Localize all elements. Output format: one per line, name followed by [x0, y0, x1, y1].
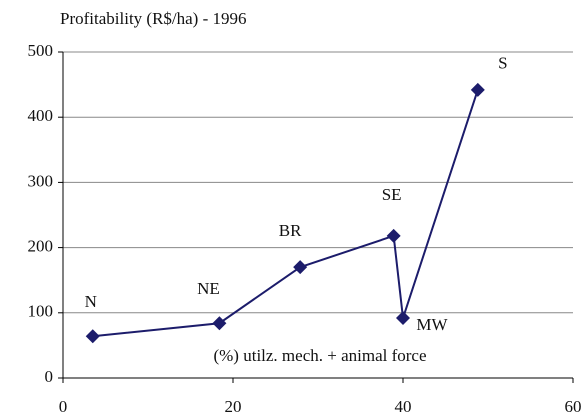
point-label: S — [498, 54, 507, 73]
chart-title: Profitability (R$/ha) - 1996 — [60, 9, 247, 28]
marker — [212, 316, 227, 331]
annotation: (%) utilz. mech. + animal force — [213, 346, 426, 365]
line — [92, 89, 479, 338]
point-label: N — [85, 292, 97, 311]
marker — [470, 82, 485, 97]
y-tick-label: 500 — [28, 41, 54, 60]
point-label: SE — [382, 185, 402, 204]
x-tick-label: 40 — [395, 397, 412, 415]
marker — [85, 329, 100, 344]
point-label: BR — [279, 221, 302, 240]
y-tick-label: 400 — [28, 106, 54, 125]
marker — [293, 260, 308, 275]
point-label: MW — [416, 315, 448, 334]
y-tick-label: 100 — [28, 302, 54, 321]
x-tick-label: 60 — [565, 397, 582, 415]
marker — [386, 228, 401, 243]
x-tick-label: 20 — [225, 397, 242, 415]
marker — [396, 311, 410, 326]
x-tick-label: 0 — [59, 397, 68, 415]
point-label: NE — [197, 279, 220, 298]
y-tick-label: 0 — [45, 367, 54, 386]
y-tick-label: 300 — [28, 171, 54, 190]
y-tick-label: 200 — [28, 237, 54, 256]
